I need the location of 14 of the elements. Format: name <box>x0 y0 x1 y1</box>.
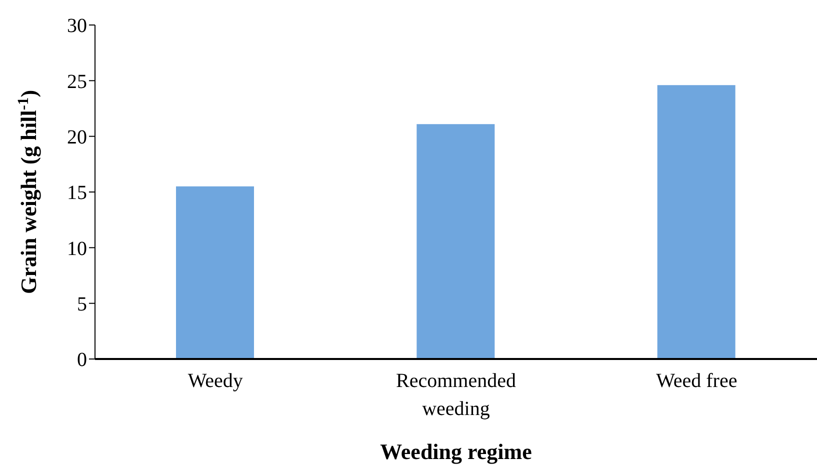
y-tick-label: 30 <box>67 15 87 38</box>
y-tick-label: 25 <box>67 70 87 93</box>
x-tick-label: Recommended weeding <box>396 370 516 420</box>
y-tick-label: 10 <box>67 238 87 260</box>
bar <box>176 186 254 359</box>
bar <box>657 85 736 359</box>
x-tick-label: Weed free <box>656 370 738 392</box>
x-axis-title: Weeding regime <box>380 439 532 464</box>
y-tick-label: 20 <box>67 126 87 148</box>
y-tick-label: 5 <box>77 293 87 316</box>
y-tick-label: 15 <box>67 182 87 204</box>
y-tick-label: 0 <box>77 349 87 372</box>
bar <box>416 124 495 359</box>
x-tick-label: Weedy <box>188 370 243 392</box>
